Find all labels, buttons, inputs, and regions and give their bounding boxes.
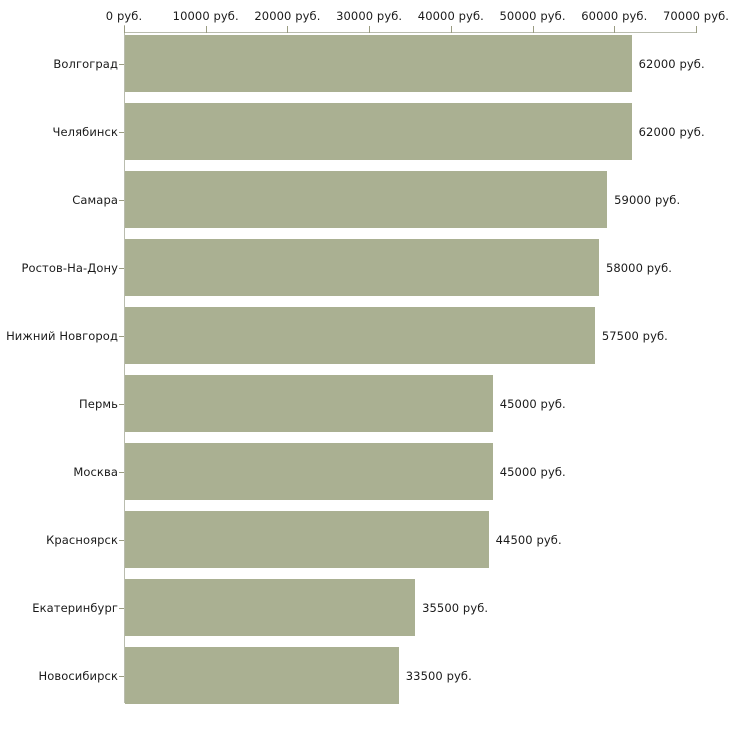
y-axis-tick	[119, 131, 124, 133]
x-axis-tick-label: 0 руб.	[105, 9, 143, 23]
y-axis-tick	[119, 199, 124, 201]
bar-value-label: 33500 руб.	[405, 668, 472, 683]
y-axis-tick	[119, 607, 124, 609]
y-axis-tick	[119, 267, 124, 269]
y-axis-category-label: Новосибирск	[38, 668, 118, 683]
bar-value-label: 59000 руб.	[614, 192, 681, 207]
y-axis-category-label: Москва	[73, 464, 118, 479]
bar	[125, 239, 599, 296]
bar-value-label: 45000 руб.	[499, 464, 566, 479]
y-axis-category-label: Пермь	[79, 396, 118, 411]
bar	[125, 511, 489, 568]
x-axis-tick	[205, 26, 207, 33]
y-axis-category-label: Нижний Новгород	[6, 328, 118, 343]
bar	[125, 375, 493, 432]
bar-value-label: 58000 руб.	[605, 260, 673, 275]
y-axis-category-label: Волгоград	[53, 56, 118, 71]
y-axis-tick	[119, 63, 124, 65]
bar	[125, 579, 416, 636]
bar	[125, 307, 595, 364]
bar-value-label: 57500 руб.	[601, 328, 668, 343]
y-axis-category-label: Челябинск	[52, 124, 118, 139]
bar	[125, 35, 632, 92]
x-axis-tick	[124, 26, 125, 33]
y-axis-line	[124, 25, 125, 703]
bar-value-label: 35500 руб.	[422, 600, 489, 615]
x-axis-tick-label: 60000 руб.	[581, 9, 648, 23]
x-axis-line	[124, 32, 696, 33]
x-axis-tick-label: 20000 руб.	[254, 9, 321, 23]
bar-value-label: 44500 руб.	[495, 532, 562, 547]
bar	[125, 103, 632, 160]
y-axis-tick	[119, 539, 124, 541]
bar-value-label: 62000 руб.	[638, 124, 705, 139]
bar	[125, 647, 399, 704]
y-axis-category-label: Самара	[72, 192, 118, 207]
x-axis-tick	[369, 26, 371, 33]
bar-value-label: 62000 руб.	[638, 56, 705, 71]
x-axis-tick	[287, 26, 289, 33]
x-axis-tick	[614, 26, 616, 33]
y-axis-tick	[119, 335, 124, 337]
x-axis-tick	[450, 26, 452, 33]
x-axis-tick	[696, 26, 697, 33]
bar	[125, 443, 493, 500]
bar	[125, 171, 608, 228]
y-axis-tick	[119, 471, 124, 473]
x-axis-tick-label: 30000 руб.	[336, 9, 403, 23]
y-axis-tick	[119, 403, 124, 405]
bar-value-label: 45000 руб.	[499, 396, 566, 411]
x-axis-tick	[532, 26, 534, 33]
y-axis-category-label: Красноярск	[46, 532, 118, 547]
x-axis-tick-label: 70000 руб.	[662, 9, 730, 23]
x-axis-tick-label: 50000 руб.	[499, 9, 566, 23]
y-axis-tick	[119, 675, 124, 677]
y-axis-category-label: Екатеринбург	[32, 600, 118, 615]
x-axis-tick-label: 10000 руб.	[172, 9, 239, 23]
y-axis-category-label: Ростов-На-Дону	[21, 260, 118, 275]
x-axis-tick-label: 40000 руб.	[417, 9, 484, 23]
